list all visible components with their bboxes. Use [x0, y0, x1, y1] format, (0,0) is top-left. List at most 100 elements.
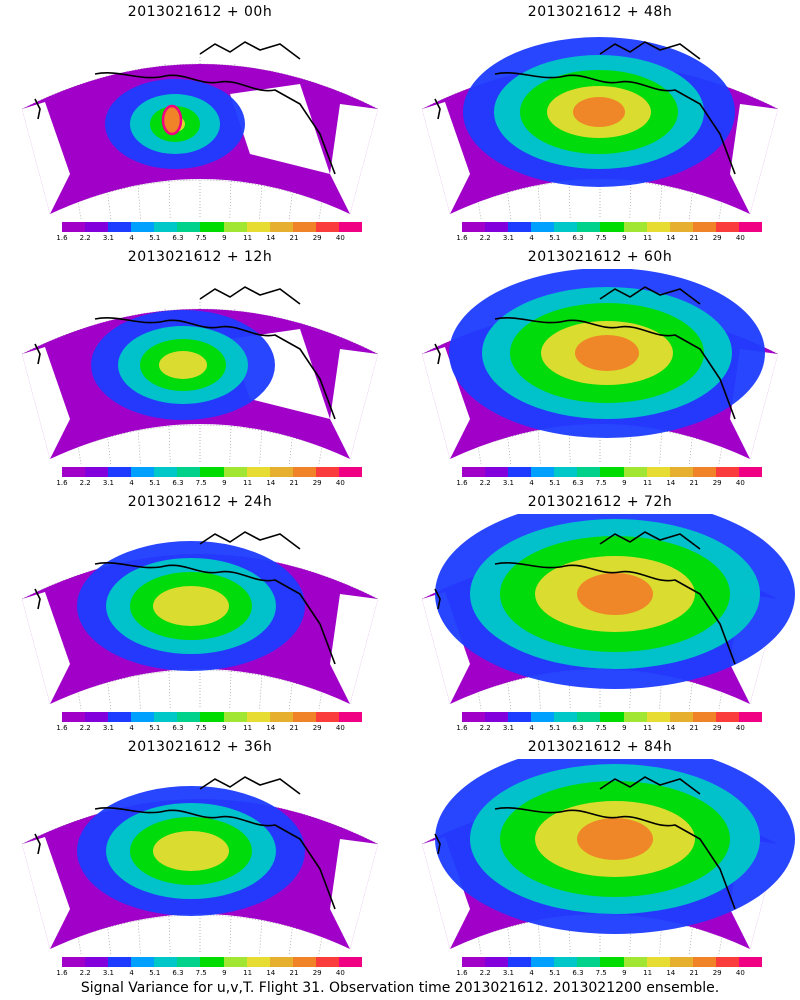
colorbar-swatch	[738, 467, 763, 477]
coastlines	[434, 41, 736, 175]
colorbar-swatch	[623, 957, 647, 967]
variance-contours	[105, 79, 245, 169]
colorbar-tick-label: 9	[222, 724, 227, 732]
colorbar-swatch	[531, 467, 555, 477]
colorbar-tick-label: 21	[689, 969, 699, 977]
colorbar-swatch	[315, 957, 339, 967]
colorbar-labels: 1.6 2.2 3.1 4 5.1 6.3 7.5 9 11 14 21 29 40	[48, 969, 368, 979]
colorbar-tick-label: 3.1	[502, 724, 514, 732]
colorbar-tick-label: 14	[666, 479, 676, 487]
colorbar-swatch	[200, 222, 224, 232]
colorbar-swatch	[62, 222, 86, 232]
colorbar-tick-label: 2.2	[479, 969, 491, 977]
colorbar-tick-label: 14	[266, 479, 276, 487]
colorbar-swatch	[223, 957, 247, 967]
colorbar-swatch	[108, 467, 132, 477]
colorbar-tick-label: 4	[529, 479, 534, 487]
colorbar-tick-label: 14	[266, 724, 276, 732]
colorbar-tick-label: 9	[622, 479, 627, 487]
colorbar-swatch	[269, 467, 293, 477]
colorbar-tick-label: 7.5	[195, 234, 207, 242]
colorbar-tick-label: 29	[312, 969, 322, 977]
colorbar-tick-label: 6.3	[172, 234, 184, 242]
colorbar-tick-label: 2.2	[479, 479, 491, 487]
colorbar-swatch	[669, 712, 693, 722]
colorbar-tick-label: 40	[735, 969, 745, 977]
colorbar-tick-label: 6.3	[172, 479, 184, 487]
colorbar-tick-label: 4	[129, 724, 134, 732]
colorbar-swatch	[85, 467, 109, 477]
colorbar-tick-label: 3.1	[502, 969, 514, 977]
colorbar-tick-label: 29	[712, 479, 722, 487]
colorbar-tick-label: 11	[643, 479, 653, 487]
colorbar-swatch	[338, 467, 363, 477]
colorbar	[62, 712, 363, 722]
variance-contours	[463, 37, 735, 187]
colorbar-swatch	[692, 222, 716, 232]
colorbar-tick-label: 14	[666, 724, 676, 732]
colorbar-swatch	[85, 712, 109, 722]
coastlines	[434, 531, 736, 665]
no-data-regions	[422, 102, 778, 214]
colorbar-tick-label: 9	[622, 969, 627, 977]
colorbar-swatch	[246, 957, 270, 967]
colorbar-tick-label: 11	[243, 479, 253, 487]
colorbar-tick-label: 4	[529, 724, 534, 732]
variance-peak	[161, 104, 183, 136]
colorbar-tick-label: 4	[129, 234, 134, 242]
coastlines	[34, 776, 336, 910]
colorbar-tick-label: 21	[689, 724, 699, 732]
colorbar-swatch	[508, 712, 532, 722]
colorbar-swatch	[223, 467, 247, 477]
colorbar-labels: 1.6 2.2 3.1 4 5.1 6.3 7.5 9 11 14 21 29 40	[448, 234, 768, 244]
coastlines	[434, 776, 736, 910]
colorbar-swatch	[577, 467, 601, 477]
panel-title: 2013021612 + 12h	[127, 249, 273, 265]
variance-contours	[91, 310, 275, 420]
colorbar-swatch	[292, 957, 316, 967]
colorbar-swatch	[508, 957, 532, 967]
colorbar-tick-label: 6.3	[172, 969, 184, 977]
colorbar-swatch	[269, 957, 293, 967]
colorbar-tick-label: 4	[129, 479, 134, 487]
forecast-panel: 2013021612 + 60h 1.6 2.2 3.1 4 5.1 6.3 7.5 9 11 14…	[400, 245, 800, 490]
colorbar-tick-label: 21	[289, 234, 299, 242]
colorbar-swatch	[246, 712, 270, 722]
colorbar-labels: 1.6 2.2 3.1 4 5.1 6.3 7.5 9 11 14 21 29 40	[48, 724, 368, 734]
colorbar-swatch	[692, 712, 716, 722]
colorbar-tick-label: 9	[622, 724, 627, 732]
colorbar	[62, 222, 363, 232]
colorbar-swatch	[508, 222, 532, 232]
colorbar-tick-label: 5.1	[549, 724, 561, 732]
coastlines	[34, 531, 336, 665]
colorbar-swatch	[508, 467, 532, 477]
colorbar-swatch	[292, 467, 316, 477]
colorbar	[462, 467, 763, 477]
colorbar-tick-label: 2.2	[79, 724, 91, 732]
colorbar-tick-label: 5.1	[549, 969, 561, 977]
figure-caption: Signal Variance for u,v,T. Flight 31. Ob…	[80, 980, 720, 996]
forecast-panel: 2013021612 + 48h 1.6 2.2 3.1 4 5.1 6.3 7.5 9 11 14…	[400, 0, 800, 245]
colorbar-swatch	[462, 467, 486, 477]
colorbar-tick-label: 2.2	[79, 969, 91, 977]
colorbar-swatch	[131, 467, 155, 477]
colorbar-swatch	[131, 222, 155, 232]
panel-title: 2013021612 + 24h	[127, 494, 273, 510]
colorbar-swatch	[669, 957, 693, 967]
colorbar-labels: 1.6 2.2 3.1 4 5.1 6.3 7.5 9 11 14 21 29 40	[48, 234, 368, 244]
colorbar-swatch	[485, 467, 509, 477]
colorbar-tick-label: 21	[689, 234, 699, 242]
colorbar-swatch	[292, 712, 316, 722]
colorbar-tick-label: 5.1	[149, 234, 161, 242]
coastlines	[34, 41, 336, 175]
colorbar-tick-label: 9	[222, 234, 227, 242]
colorbar-labels: 1.6 2.2 3.1 4 5.1 6.3 7.5 9 11 14 21 29 40	[448, 724, 768, 734]
colorbar-tick-label: 5.1	[549, 479, 561, 487]
colorbar-tick-label: 9	[222, 969, 227, 977]
variance-contour	[575, 335, 639, 371]
colorbar-tick-label: 3.1	[102, 479, 114, 487]
colorbar-swatch	[485, 712, 509, 722]
colorbar-swatch	[177, 957, 201, 967]
colorbar-swatch	[108, 222, 132, 232]
forecast-panel: 2013021612 + 36h 1.6 2.2 3.1 4 5.1 6.3 7.5 9 11 14…	[0, 735, 400, 980]
